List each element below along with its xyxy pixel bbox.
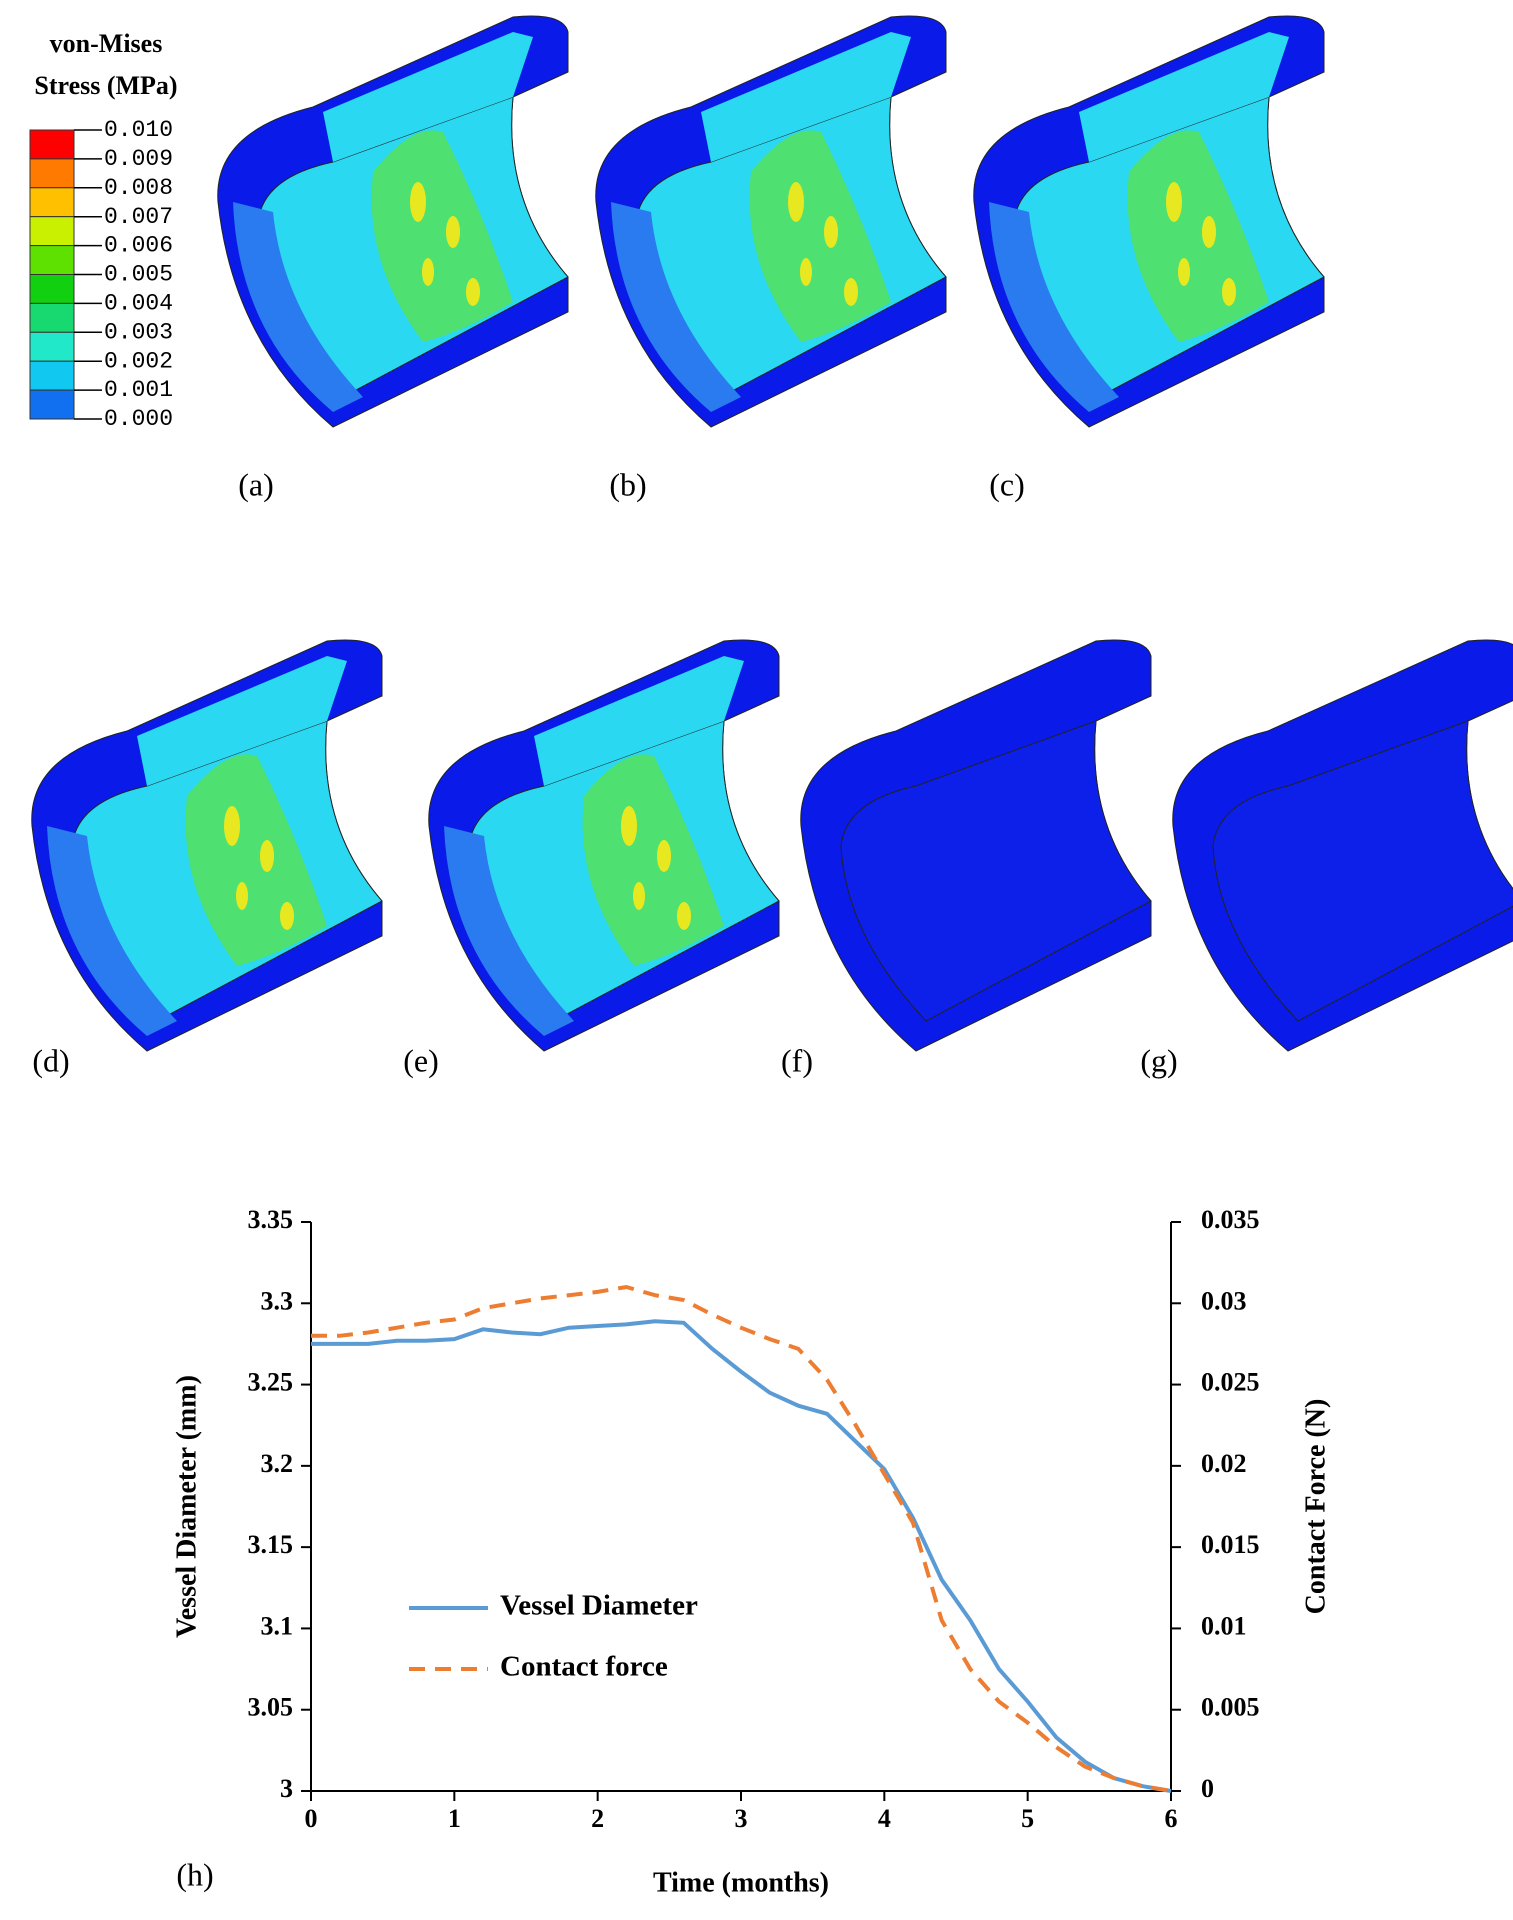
colorbar-label: 0.008 [104, 175, 173, 201]
legend-title: Stress (MPa) [34, 71, 177, 100]
y-tick-label: 3.3 [261, 1286, 294, 1315]
y-tick-label: 3.35 [248, 1205, 294, 1234]
colorbar-swatch [29, 187, 75, 218]
x-axis-title: Time (months) [653, 1867, 829, 1898]
colorbar-label: 0.005 [104, 262, 173, 288]
y2-tick-label: 0.015 [1201, 1530, 1260, 1559]
x-tick-label: 2 [591, 1804, 604, 1833]
y-tick-label: 3.1 [261, 1611, 294, 1640]
y2-tick-label: 0.01 [1201, 1611, 1247, 1640]
y-tick-label: 3.2 [261, 1449, 294, 1478]
legend-label: Contact force [500, 1651, 668, 1683]
colorbar-swatch [29, 302, 75, 333]
colorbar-label: 0.010 [104, 117, 173, 143]
panel-label: (e) [403, 1042, 439, 1078]
colorbar-swatch [29, 129, 75, 160]
y-tick-label: 3.25 [248, 1368, 294, 1397]
colorbar-swatch [29, 245, 75, 276]
x-tick-label: 3 [735, 1804, 748, 1833]
series-line [311, 1284, 1172, 1793]
colorbar-swatch [29, 360, 75, 391]
y-tick-label: 3 [280, 1774, 293, 1803]
x-tick-label: 0 [305, 1804, 318, 1833]
y2-tick-label: 0.025 [1201, 1368, 1260, 1397]
legend-label: Vessel Diameter [500, 1590, 698, 1622]
y-tick-label: 3.15 [248, 1530, 294, 1559]
contour-panel [973, 15, 1325, 428]
contour-panel [31, 639, 383, 1052]
panel-label: (b) [609, 466, 646, 502]
panel-label: (d) [32, 1042, 69, 1078]
y-axis-title: Vessel Diameter (mm) [171, 1375, 202, 1638]
y2-tick-label: 0.03 [1201, 1286, 1247, 1315]
colorbar-label: 0.001 [104, 377, 173, 403]
colorbar-label: 0.000 [104, 406, 173, 432]
panel-label: (a) [238, 466, 274, 502]
colorbar-swatch [29, 331, 75, 362]
x-tick-label: 4 [878, 1804, 891, 1833]
contour-panel [428, 639, 780, 1052]
colorbar-label: 0.002 [104, 348, 173, 374]
x-tick-label: 6 [1165, 1804, 1178, 1833]
legend-title: von-Mises [50, 29, 163, 58]
colorbar-label: 0.007 [104, 204, 173, 230]
colorbar-swatch [29, 389, 75, 420]
contour-panel [595, 15, 947, 428]
contour-panel [800, 639, 1152, 1052]
y-tick-label: 3.05 [248, 1693, 294, 1722]
panel-label: (h) [176, 1856, 213, 1892]
colorbar-swatch [29, 274, 75, 304]
x-tick-label: 1 [448, 1804, 461, 1833]
colorbar-label: 0.004 [104, 290, 173, 316]
y2-tick-label: 0.035 [1201, 1205, 1260, 1234]
y2-tick-label: 0 [1201, 1774, 1214, 1803]
panel-label: (c) [989, 466, 1025, 502]
contour-panel [1172, 639, 1513, 1052]
series-line [311, 1319, 1172, 1793]
panel-label: (f) [781, 1042, 813, 1078]
panel-label: (g) [1140, 1042, 1177, 1078]
y2-axis-title: Contact Force (N) [1300, 1399, 1331, 1615]
contour-panel [217, 15, 569, 428]
colorbar-swatch [29, 216, 75, 247]
colorbar-label: 0.009 [104, 146, 173, 172]
colorbar-label: 0.006 [104, 233, 173, 259]
colorbar-label: 0.003 [104, 319, 173, 345]
y2-tick-label: 0.005 [1201, 1693, 1260, 1722]
x-tick-label: 5 [1021, 1804, 1034, 1833]
y2-tick-label: 0.02 [1201, 1449, 1247, 1478]
colorbar-swatch [29, 158, 75, 189]
